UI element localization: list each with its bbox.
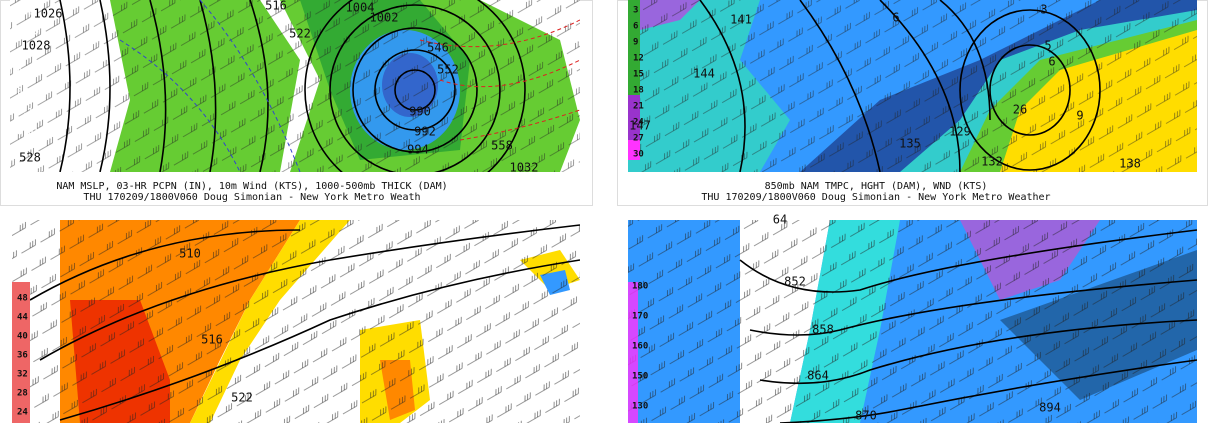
- legend-label: 0.50: [17, 68, 39, 78]
- map-caption: 850mb NAM TMPC, HGHT (DAM), WND (KTS): [765, 181, 988, 192]
- legend-label: 40: [17, 332, 28, 342]
- contour-label: 864: [807, 369, 829, 383]
- contour-label: 522: [231, 391, 253, 405]
- legend-label: 30: [633, 150, 644, 160]
- map-caption: THU 170209/1800V060 Doug Simonian - New …: [83, 192, 420, 203]
- contour-label: 990: [409, 105, 431, 119]
- legend-label: 9: [633, 38, 638, 48]
- legend-label: 1.25: [17, 8, 39, 18]
- legend-label: 24: [17, 408, 28, 418]
- contour-label: 1002: [370, 11, 399, 25]
- contour-label: 1028: [22, 39, 51, 53]
- contour-label: 992: [414, 125, 436, 139]
- legend-label: 0.10: [17, 108, 39, 118]
- legend-label: 160: [632, 342, 648, 352]
- contour-label: 894: [1039, 401, 1061, 415]
- legend-label: 15: [633, 70, 644, 80]
- contour-label: 510: [179, 247, 201, 261]
- map-4: [628, 220, 1197, 423]
- contour-label: 144: [693, 67, 715, 81]
- legend-bar: [12, 282, 30, 423]
- legend-label: 0.75: [17, 48, 39, 58]
- legend-label: 32: [17, 370, 28, 380]
- contour-label: 870: [855, 409, 877, 423]
- contour-label: 132: [981, 155, 1003, 169]
- contour-label: 138: [1119, 157, 1141, 171]
- contour-label: 1032: [510, 161, 539, 175]
- legend-label: 28: [17, 389, 28, 399]
- contour-label: 5: [1044, 39, 1051, 53]
- contour-label: 522: [289, 27, 311, 41]
- contour-label: 516: [265, 0, 287, 13]
- contour-label: 6: [892, 11, 899, 25]
- legend-label: 36: [17, 351, 28, 361]
- legend-bar: [628, 140, 640, 160]
- legend-label: 150: [632, 372, 648, 382]
- contour-label: 852: [784, 275, 806, 289]
- legend-label: 1.00: [17, 28, 39, 38]
- contour-label: 135: [899, 137, 921, 151]
- legend-label: 170: [632, 312, 648, 322]
- contour-label: 528: [19, 151, 41, 165]
- contour-label: 141: [730, 13, 752, 27]
- contour-label: 9: [1076, 109, 1083, 123]
- contour-label: 552: [437, 63, 459, 77]
- legend-label: 44: [17, 313, 28, 323]
- contour-label: 858: [812, 323, 834, 337]
- map-3: [12, 220, 580, 423]
- legend-label: 6: [633, 22, 638, 32]
- legend-label: 0.01: [17, 128, 39, 138]
- contour-label: 129: [949, 125, 971, 139]
- legend-label: 3: [633, 6, 638, 16]
- map-caption: NAM MSLP, 03-HR PCPN (IN), 10m Wind (KTS…: [56, 181, 447, 192]
- legend-label: 24: [633, 118, 644, 128]
- contour-label: 516: [201, 333, 223, 347]
- contour-label: 1026: [34, 7, 63, 21]
- contour-label: 26: [1013, 103, 1027, 117]
- map-1: [10, 0, 580, 172]
- legend-bar: [628, 95, 640, 140]
- legend-label: 130: [632, 402, 648, 412]
- contour-label: 546: [427, 41, 449, 55]
- legend-label: 180: [632, 282, 648, 292]
- legend-label: 0.25: [17, 88, 39, 98]
- legend-label: 48: [17, 294, 28, 304]
- contour-label: 558: [491, 139, 513, 153]
- contour-label: 6: [1048, 55, 1055, 69]
- contour-label: 1004: [346, 1, 375, 15]
- legend-label: 21: [633, 102, 644, 112]
- legend-label: 18: [633, 86, 644, 96]
- contour-label: 994: [407, 143, 429, 157]
- contour-label: 147: [629, 119, 651, 133]
- contour-label: 64: [773, 213, 787, 227]
- map-2: [628, 0, 1197, 172]
- legend-bar: [628, 282, 638, 423]
- contour-label: 3: [1040, 3, 1047, 17]
- map-caption: THU 170209/1800V060 Doug Simonian - New …: [701, 192, 1050, 203]
- legend-label: 12: [633, 54, 644, 64]
- legend-label: 27: [633, 134, 644, 144]
